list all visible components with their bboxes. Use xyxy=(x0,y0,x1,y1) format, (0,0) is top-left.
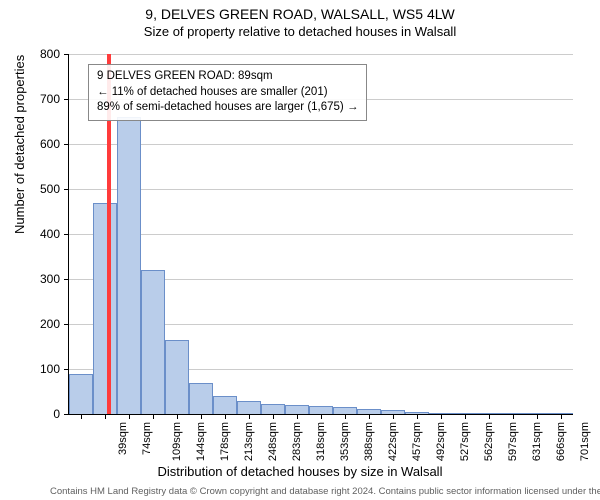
xtick-mark xyxy=(321,414,322,419)
histogram-bar xyxy=(309,406,333,414)
annotation-line-3: 89% of semi-detached houses are larger (… xyxy=(97,100,358,116)
gridline xyxy=(69,234,573,235)
xtick-mark xyxy=(489,414,490,419)
histogram-bar xyxy=(261,404,285,414)
histogram-bar xyxy=(69,374,93,415)
ytick-mark xyxy=(64,234,69,235)
xtick-mark xyxy=(513,414,514,419)
xtick-mark xyxy=(465,414,466,419)
xtick-label: 631sqm xyxy=(531,422,543,461)
xtick-mark xyxy=(201,414,202,419)
chart-title: 9, DELVES GREEN ROAD, WALSALL, WS5 4LW xyxy=(0,6,600,22)
xtick-mark xyxy=(417,414,418,419)
ytick-mark xyxy=(64,369,69,370)
histogram-bar xyxy=(117,117,141,414)
ytick-mark xyxy=(64,279,69,280)
ytick-label: 0 xyxy=(0,407,60,421)
xtick-mark xyxy=(393,414,394,419)
xtick-label: 666sqm xyxy=(555,422,567,461)
xtick-mark xyxy=(249,414,250,419)
xtick-label: 527sqm xyxy=(459,422,471,461)
xtick-label: 701sqm xyxy=(579,422,591,461)
xtick-label: 562sqm xyxy=(483,422,495,461)
histogram-bar xyxy=(165,340,189,414)
ytick-mark xyxy=(64,414,69,415)
histogram-bar xyxy=(93,203,117,415)
xtick-label: 144sqm xyxy=(195,422,207,461)
xtick-label: 283sqm xyxy=(291,422,303,461)
attribution-text: Contains HM Land Registry data © Crown c… xyxy=(50,486,600,497)
ytick-label: 700 xyxy=(0,92,60,106)
histogram-bar xyxy=(285,405,309,414)
ytick-label: 200 xyxy=(0,317,60,331)
histogram-bar xyxy=(381,410,405,415)
xtick-label: 597sqm xyxy=(507,422,519,461)
xtick-mark xyxy=(129,414,130,419)
ytick-label: 500 xyxy=(0,182,60,196)
histogram-bar xyxy=(213,396,237,414)
xtick-label: 353sqm xyxy=(339,422,351,461)
histogram-bar xyxy=(453,413,477,414)
xtick-mark xyxy=(105,414,106,419)
xtick-label: 492sqm xyxy=(435,422,447,461)
xtick-mark xyxy=(177,414,178,419)
xtick-mark xyxy=(537,414,538,419)
xtick-mark xyxy=(369,414,370,419)
histogram-bar xyxy=(477,413,501,414)
xtick-label: 248sqm xyxy=(267,422,279,461)
histogram-bar xyxy=(357,409,381,414)
annotation-box: 9 DELVES GREEN ROAD: 89sqm ← 11% of deta… xyxy=(88,64,367,121)
histogram-bar xyxy=(429,413,453,414)
ytick-label: 300 xyxy=(0,272,60,286)
xtick-mark xyxy=(297,414,298,419)
annotation-line-1: 9 DELVES GREEN ROAD: 89sqm xyxy=(97,69,358,85)
xtick-mark xyxy=(273,414,274,419)
x-axis-label: Distribution of detached houses by size … xyxy=(0,464,600,479)
ytick-mark xyxy=(64,189,69,190)
annotation-line-2: ← 11% of detached houses are smaller (20… xyxy=(97,85,358,101)
histogram-bar xyxy=(237,401,261,415)
histogram-bar xyxy=(549,413,573,414)
xtick-mark xyxy=(441,414,442,419)
xtick-label: 213sqm xyxy=(243,422,255,461)
xtick-mark xyxy=(153,414,154,419)
xtick-label: 109sqm xyxy=(171,422,183,461)
xtick-label: 74sqm xyxy=(141,422,153,455)
ytick-label: 800 xyxy=(0,47,60,61)
gridline xyxy=(69,189,573,190)
ytick-label: 400 xyxy=(0,227,60,241)
histogram-bar xyxy=(141,270,165,414)
chart-subtitle: Size of property relative to detached ho… xyxy=(0,24,600,39)
xtick-mark xyxy=(81,414,82,419)
plot-area: 9 DELVES GREEN ROAD: 89sqm ← 11% of deta… xyxy=(68,54,572,414)
gridline xyxy=(69,144,573,145)
histogram-bar xyxy=(189,383,213,415)
ytick-mark xyxy=(64,144,69,145)
xtick-mark xyxy=(561,414,562,419)
xtick-mark xyxy=(345,414,346,419)
ytick-mark xyxy=(64,54,69,55)
xtick-label: 318sqm xyxy=(315,422,327,461)
xtick-label: 422sqm xyxy=(387,422,399,461)
ytick-label: 600 xyxy=(0,137,60,151)
xtick-label: 178sqm xyxy=(219,422,231,461)
histogram-bar xyxy=(405,412,429,414)
ytick-mark xyxy=(64,324,69,325)
histogram-bar xyxy=(501,413,525,414)
ytick-label: 100 xyxy=(0,362,60,376)
gridline xyxy=(69,54,573,55)
xtick-label: 39sqm xyxy=(117,422,129,455)
xtick-label: 457sqm xyxy=(411,422,423,461)
histogram-bar xyxy=(333,407,357,414)
xtick-label: 388sqm xyxy=(363,422,375,461)
ytick-mark xyxy=(64,99,69,100)
xtick-mark xyxy=(225,414,226,419)
histogram-bar xyxy=(525,413,549,414)
